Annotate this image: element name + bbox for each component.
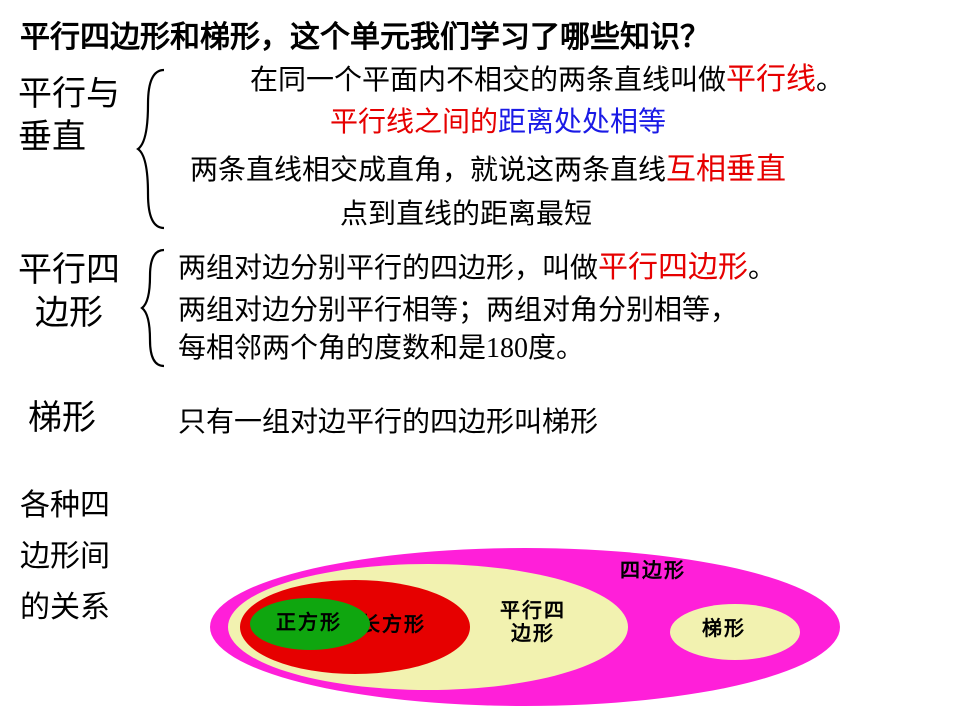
s3-line1: 只有一组对边平行的四边形叫梯形 xyxy=(178,404,598,442)
slide: 平行四边形和梯形，这个单元我们学习了哪些知识？ 平行与 垂直 在同一个平面内不相… xyxy=(0,0,960,720)
s2-line1-pre: 两组对边分别平行的四边形，叫做 xyxy=(178,253,598,284)
venn-label-square: 正方形 xyxy=(276,612,342,635)
s1-line1-suffix: 。 xyxy=(816,65,844,96)
venn-label-outer: 四边形 xyxy=(620,560,686,583)
topic-trapezoid: 梯形 xyxy=(28,398,96,441)
s1-line2-pre: 平行线之间的 xyxy=(330,107,498,138)
s1-line3-em: 互相垂直 xyxy=(666,153,786,186)
s1-line1-pre: 在同一个平面内不相交的两条直线叫做 xyxy=(250,65,726,96)
s1-line3-pre: 两条直线相交成直角，就说这两条直线 xyxy=(190,155,666,186)
s2-line2: 两组对边分别平行相等；两组对角分别相等， 每相邻两个角的度数和是180度。 xyxy=(178,292,738,368)
venn-label-trap: 梯形 xyxy=(702,618,746,641)
s1-line2: 平行线之间的距离处处相等 xyxy=(330,104,666,142)
venn-label-pgram: 平行四 边形 xyxy=(500,600,566,646)
topic-relations: 各种四 边形间 的关系 xyxy=(20,480,110,633)
s1-line1: 在同一个平面内不相交的两条直线叫做平行线。 xyxy=(250,60,844,101)
slide-title: 平行四边形和梯形，这个单元我们学习了哪些知识？ xyxy=(20,12,710,56)
s2-line1: 两组对边分别平行的四边形，叫做平行四边形。 xyxy=(178,248,776,289)
s2-line1-suffix: 。 xyxy=(748,253,776,284)
s1-line1-em: 平行线 xyxy=(726,63,816,96)
s2-line1-em: 平行四边形 xyxy=(598,251,748,284)
topic-parallel-perp: 平行与 垂直 xyxy=(18,74,120,159)
topic-parallelogram: 平行四 边形 xyxy=(18,250,120,335)
s1-line2-blue: 距离处处相等 xyxy=(498,107,666,138)
brace-parallelogram xyxy=(138,244,174,372)
brace-parallel-perp xyxy=(134,64,174,234)
s1-line4: 点到直线的距离最短 xyxy=(340,196,592,234)
s1-line3: 两条直线相交成直角，就说这两条直线互相垂直 xyxy=(190,150,786,191)
